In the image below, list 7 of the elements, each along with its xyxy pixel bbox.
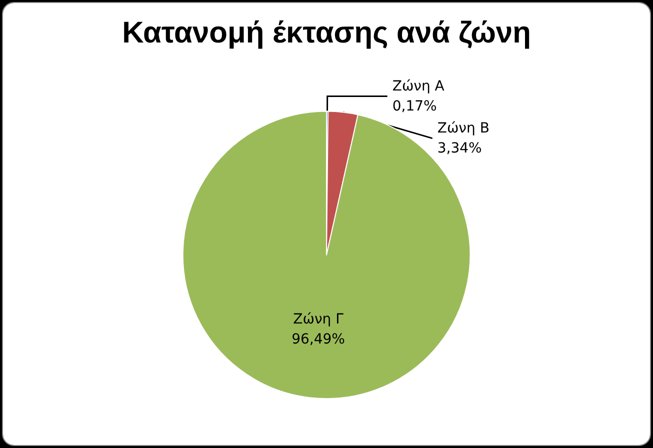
data-label: 3,34% [437, 140, 482, 156]
data-label: 0,17% [392, 98, 437, 114]
slice-label: Ζώνη Β [437, 120, 490, 136]
slice-label: Ζώνη Γ [293, 311, 344, 328]
chart-title: Κατανομή έκτασης ανά ζώνη [122, 16, 531, 50]
data-label: 96,49% [292, 331, 345, 348]
slice-label: Ζώνη Α [392, 78, 445, 94]
